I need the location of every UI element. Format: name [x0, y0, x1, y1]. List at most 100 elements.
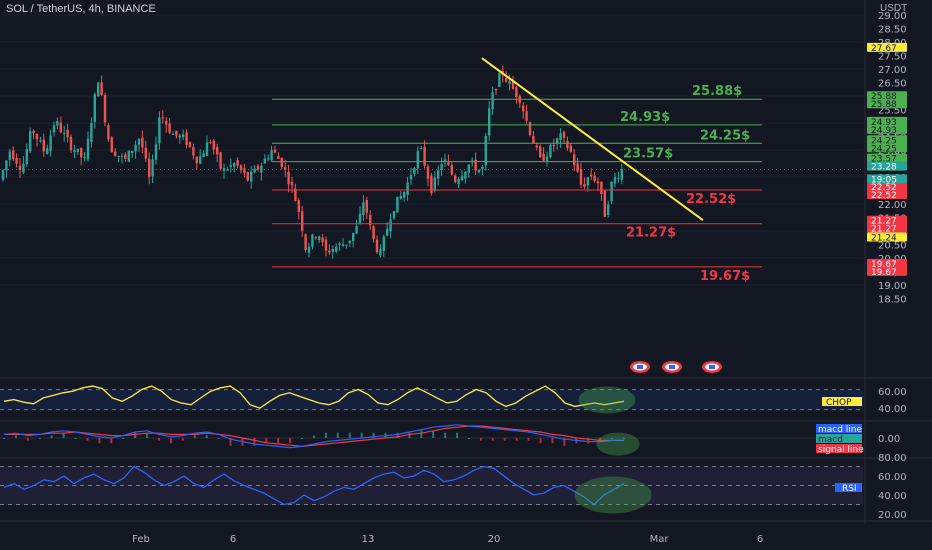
candle-body	[195, 156, 198, 164]
candle-body	[18, 165, 22, 171]
chop-tick: 40.00	[878, 404, 907, 415]
candle-body	[120, 155, 124, 157]
candle-body	[583, 184, 586, 187]
candle-body	[362, 202, 365, 216]
candle-body	[539, 146, 542, 158]
price-badge-bg	[867, 99, 907, 109]
candle-body	[392, 211, 396, 219]
time-tick: 20	[488, 534, 501, 545]
price-tick: 19.00	[878, 281, 907, 292]
candle-body	[294, 188, 297, 202]
macd-histogram-bar	[277, 438, 280, 444]
candle-body	[49, 135, 52, 152]
event-marker-icon	[662, 361, 682, 373]
candle-body	[460, 175, 464, 181]
price-badge: 21.24	[867, 232, 907, 244]
macd-histogram-bar	[169, 438, 172, 444]
price-badge-text: 25.88	[871, 100, 897, 110]
macd-histogram-bar	[205, 435, 208, 438]
candle-body	[607, 204, 610, 215]
rsi-label: RSI	[842, 484, 857, 494]
candle-body	[103, 95, 107, 123]
candle-body	[185, 132, 188, 145]
price-badge-text: 22.52	[871, 183, 897, 193]
candle-body	[141, 137, 144, 148]
macd-histogram-bar	[479, 438, 482, 441]
macd-histogram-bar	[491, 438, 494, 441]
candle-body	[511, 81, 515, 89]
chop-label-bg	[822, 397, 862, 406]
time-tick: Mar	[650, 534, 670, 545]
price-tick: 27.50	[878, 52, 907, 63]
candle-body	[375, 239, 379, 253]
level-label: 21.27$	[626, 226, 676, 241]
highlight-ellipse	[574, 476, 652, 514]
candle-body	[365, 199, 368, 213]
price-badge-bg	[867, 215, 907, 225]
candle-body	[542, 153, 545, 161]
candle-body	[131, 150, 134, 154]
candle-body	[39, 140, 42, 142]
candle-body	[352, 232, 355, 241]
candle-body	[467, 164, 470, 173]
price-badge-text: 23.57	[871, 155, 897, 165]
candle-body	[586, 177, 589, 186]
candle-body	[124, 154, 127, 159]
candle-body	[25, 148, 28, 165]
price-badge-bg	[867, 223, 907, 233]
event-marker-icon	[702, 361, 722, 373]
price-badge-text: 24.93	[871, 118, 897, 128]
price-tick: 26.50	[878, 79, 907, 90]
price-badge-text: 27.67	[871, 44, 897, 54]
price-badge-text: 19.67	[871, 260, 897, 270]
candle-body	[246, 172, 249, 181]
price-badge-bg	[867, 232, 907, 242]
price-tick: 27.00	[878, 65, 907, 76]
candle-body	[386, 228, 389, 236]
candle-body	[576, 163, 579, 172]
macd-histogram-bar	[62, 432, 65, 438]
candle-body	[239, 165, 243, 171]
candle-body	[205, 142, 209, 156]
macd-legend-label: macd	[818, 435, 843, 445]
macd-histogram-bar	[420, 430, 423, 438]
candle-body	[420, 147, 423, 149]
candle-body	[52, 125, 56, 133]
candle-body	[610, 181, 613, 202]
candle-body	[256, 166, 260, 170]
candle-body	[284, 167, 287, 170]
macd-line	[3, 424, 624, 449]
candle-body	[331, 249, 334, 252]
macd-histogram-bar	[563, 438, 566, 446]
candle-body	[396, 196, 399, 213]
candle-body	[573, 154, 576, 166]
candle-body	[450, 165, 453, 175]
candle-body	[314, 237, 317, 239]
time-tick: 6	[757, 534, 763, 545]
price-badge-bg	[867, 181, 907, 191]
candle-body	[416, 151, 419, 168]
level-label: 23.57$	[623, 147, 673, 162]
macd-histogram-bar	[110, 438, 113, 444]
candle-body	[216, 146, 219, 155]
candle-body	[15, 157, 18, 164]
price-tick: 18.50	[878, 295, 907, 306]
price-axis-currency: USDT	[880, 3, 908, 14]
candle-body	[144, 147, 147, 159]
candle-body	[545, 156, 549, 162]
price-badge-text: 21.24	[871, 234, 897, 244]
macd-histogram-bar	[253, 438, 256, 446]
candle-body	[447, 162, 450, 166]
macd-histogram-bar	[217, 438, 220, 439]
candle-body	[345, 244, 348, 246]
price-badge-bg	[867, 143, 907, 153]
price-badge-bg	[867, 153, 907, 163]
candle-body	[505, 77, 508, 82]
macd-histogram-bar	[86, 438, 89, 441]
highlight-ellipse	[578, 386, 636, 414]
level-label: 25.88$	[692, 84, 742, 99]
candle-body	[154, 144, 158, 160]
macd-histogram-bar	[444, 432, 447, 438]
macd-histogram-bar	[14, 435, 17, 438]
